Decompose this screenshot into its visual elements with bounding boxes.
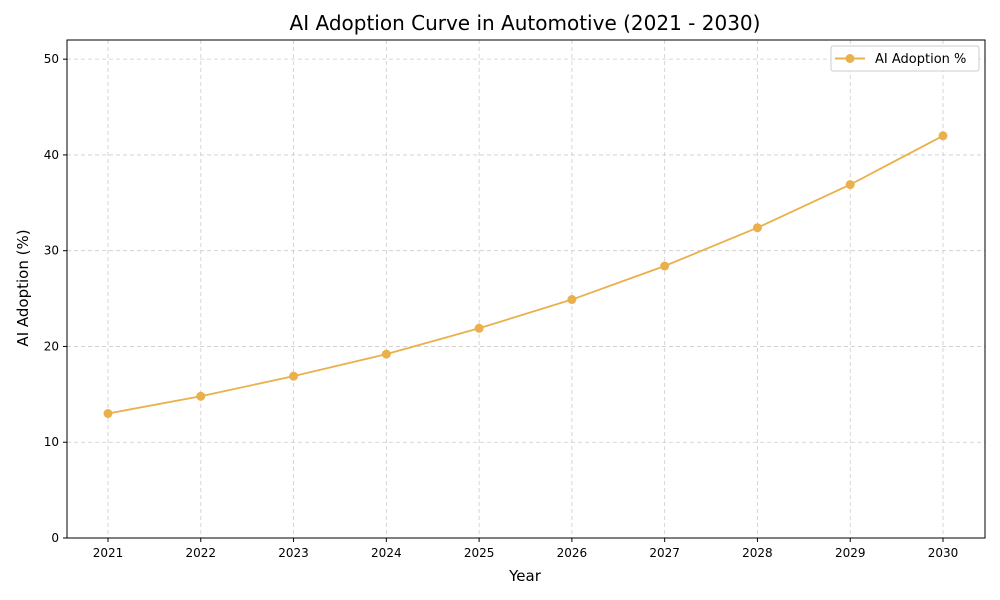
x-tick-label: 2029 [835,546,866,560]
data-point [845,180,855,190]
data-point [381,349,391,359]
grid-lines [67,40,985,539]
data-point [752,223,762,233]
legend-marker-swatch [845,54,855,63]
x-axis: 2021 2022 2023 2024 2025 2026 2027 2028 2029 2030 [93,538,959,560]
legend-box [830,45,980,72]
legend-label: AI Adoption % [875,52,966,67]
x-tick-label: 2024 [371,546,402,560]
plot-frame [66,39,986,539]
data-point [103,409,113,418]
y-axis: 0 10 20 30 40 50 [44,52,67,545]
y-axis-title: AI Adoption (%) [14,229,32,346]
x-tick-label: 2030 [928,546,959,560]
data-point [196,391,206,401]
x-tick-label: 2025 [464,546,495,560]
y-tick-label: 0 [51,531,59,545]
legend: AI Adoption % [830,45,980,72]
x-tick-label: 2021 [93,546,124,560]
x-tick-label: 2022 [186,546,217,560]
series-layer [103,131,948,418]
y-tick-label: 40 [44,148,59,162]
data-point [938,131,948,141]
y-tick-label: 50 [44,52,59,66]
x-tick-label: 2023 [278,546,309,560]
chart-title: AI Adoption Curve in Automotive (2021 - … [290,11,761,35]
x-tick-label: 2026 [557,546,588,560]
data-point [660,261,670,271]
y-tick-label: 20 [44,339,59,353]
y-tick-label: 10 [44,435,59,449]
x-tick-label: 2027 [649,546,680,560]
x-axis-title: Year [508,567,542,585]
y-tick-label: 30 [44,244,59,258]
data-point [289,371,299,381]
data-point [474,323,484,333]
x-tick-label: 2028 [742,546,773,560]
series-line [107,134,944,415]
data-point [567,295,577,305]
